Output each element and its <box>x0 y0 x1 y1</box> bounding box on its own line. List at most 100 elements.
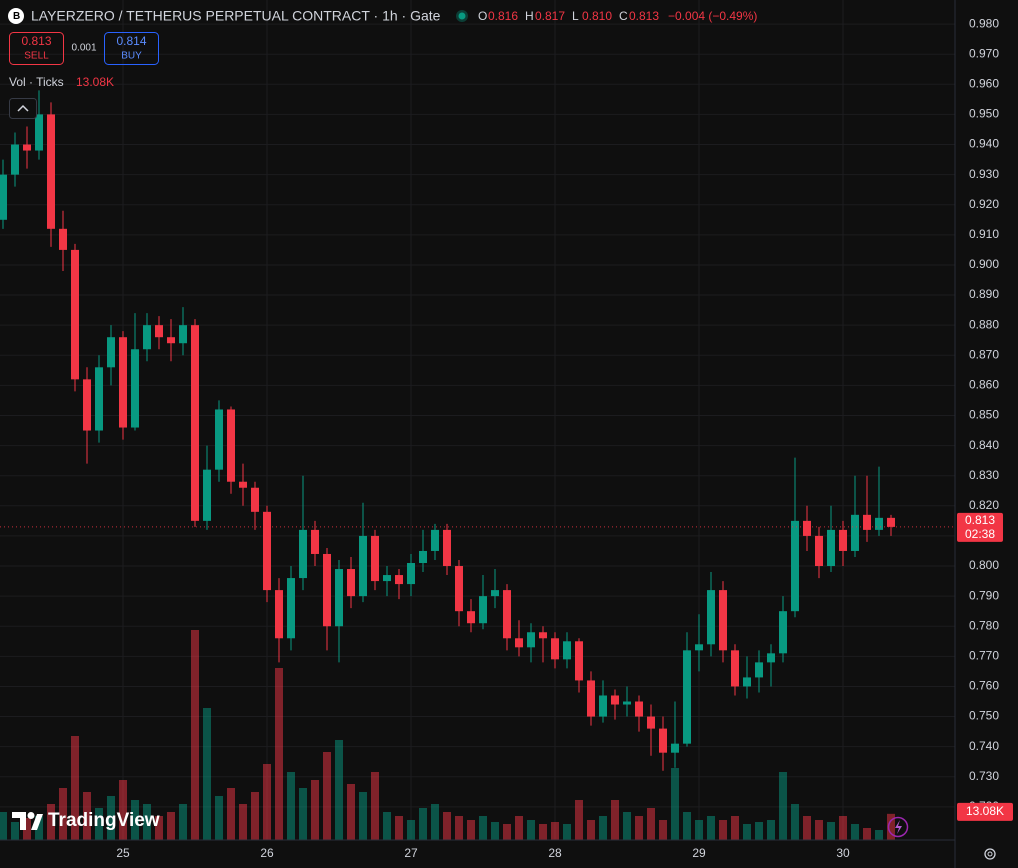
candle-body <box>863 514 871 530</box>
volume-bar <box>383 812 391 840</box>
volume-bar <box>731 816 739 840</box>
candle-body <box>251 487 259 512</box>
y-tick-label: 0.910 <box>969 227 999 241</box>
volume-bar <box>143 804 151 840</box>
volume-bar <box>839 816 847 840</box>
candle-body <box>299 529 307 579</box>
lightning-button[interactable] <box>887 816 909 838</box>
volume-bar <box>695 820 703 840</box>
logo-mark <box>12 812 26 830</box>
volume-legend-value: 13.08K <box>76 75 114 89</box>
settings-icon[interactable] <box>984 848 996 860</box>
volume-bar <box>395 816 403 840</box>
candle-body <box>287 578 295 639</box>
candle-body <box>767 653 775 663</box>
volume-bar <box>287 772 295 840</box>
y-tick-label: 0.860 <box>969 378 999 392</box>
volume-bar <box>107 796 115 840</box>
y-tick-label: 0.960 <box>969 76 999 90</box>
candle-body <box>275 590 283 639</box>
volume-bar <box>23 818 31 840</box>
candle-body <box>407 563 415 585</box>
candle-body <box>335 569 343 627</box>
y-tick-label: 0.940 <box>969 137 999 151</box>
volume-bar <box>191 630 199 840</box>
volume-bar <box>491 822 499 840</box>
volume-bar <box>0 812 7 840</box>
candle-body <box>455 566 463 612</box>
collapse-button[interactable] <box>9 98 37 119</box>
legend-key: O <box>478 9 487 23</box>
volume-bar <box>683 812 691 840</box>
volume-bar <box>503 824 511 840</box>
status-dot <box>458 12 466 20</box>
volume-bar <box>419 808 427 840</box>
candle-body <box>515 638 523 648</box>
logo-dot <box>27 812 35 819</box>
tradingview-logo: TradingView <box>12 810 160 831</box>
x-tick-label: 27 <box>404 846 418 860</box>
volume-bar <box>359 792 367 840</box>
candle-body <box>839 529 847 551</box>
volume-bar <box>851 824 859 840</box>
volume-title: Vol · Ticks <box>9 75 64 89</box>
symbol-icon-glyph: B <box>13 11 20 22</box>
volume-bar <box>611 800 619 840</box>
sell-label: SELL <box>24 51 49 62</box>
candle-body <box>635 701 643 717</box>
x-tick-label: 25 <box>116 846 130 860</box>
y-tick-label: 0.870 <box>969 347 999 361</box>
volume-bar <box>347 784 355 840</box>
candle-body <box>227 409 235 482</box>
sell-button[interactable] <box>9 32 64 65</box>
candle-body <box>467 611 475 624</box>
candle-body <box>323 553 331 627</box>
volume-bar <box>743 824 751 840</box>
candle-body <box>743 677 751 687</box>
candle-body <box>263 511 271 591</box>
volume-bar <box>215 796 223 840</box>
volume-bar <box>371 772 379 840</box>
y-tick-label: 0.790 <box>969 588 999 602</box>
y-tick-label: 0.830 <box>969 468 999 482</box>
candle-body <box>731 650 739 687</box>
candle-body <box>0 174 7 220</box>
y-tick-label: 0.970 <box>969 46 999 60</box>
candle-body <box>815 535 823 567</box>
candle-body <box>887 517 895 527</box>
candle-body <box>239 481 247 488</box>
last-price-box <box>957 512 1003 542</box>
legend-key: H <box>525 9 534 23</box>
buy-button[interactable] <box>104 32 159 65</box>
candle-body <box>59 228 67 250</box>
legend-value: 0.817 <box>535 9 565 23</box>
legend-value: 0.810 <box>582 9 612 23</box>
logo-text: TradingView <box>48 810 160 831</box>
y-tick-label: 0.800 <box>969 558 999 572</box>
volume-bar <box>239 804 247 840</box>
volume-bar <box>647 808 655 840</box>
volume-bar <box>779 772 787 840</box>
volume-bar <box>299 788 307 840</box>
candle-body <box>119 337 127 428</box>
sell-price: 0.813 <box>21 34 51 48</box>
y-tick-label: 0.930 <box>969 167 999 181</box>
countdown: 02:38 <box>965 527 995 541</box>
candle-body <box>791 520 799 612</box>
volume-bar <box>755 822 763 840</box>
candle-body <box>479 596 487 624</box>
y-tick-label: 0.820 <box>969 498 999 512</box>
volume-bar <box>791 804 799 840</box>
volume-bar <box>35 816 43 840</box>
y-tick-label: 0.770 <box>969 649 999 663</box>
candle-body <box>347 569 355 597</box>
volume-bar <box>803 816 811 840</box>
volume-axis-label: 13.08K <box>966 804 1004 818</box>
x-tick-label: 30 <box>836 846 850 860</box>
candle-body <box>875 517 883 530</box>
legend-change: −0.004 (−0.49%) <box>668 9 757 23</box>
volume-bar <box>323 752 331 840</box>
